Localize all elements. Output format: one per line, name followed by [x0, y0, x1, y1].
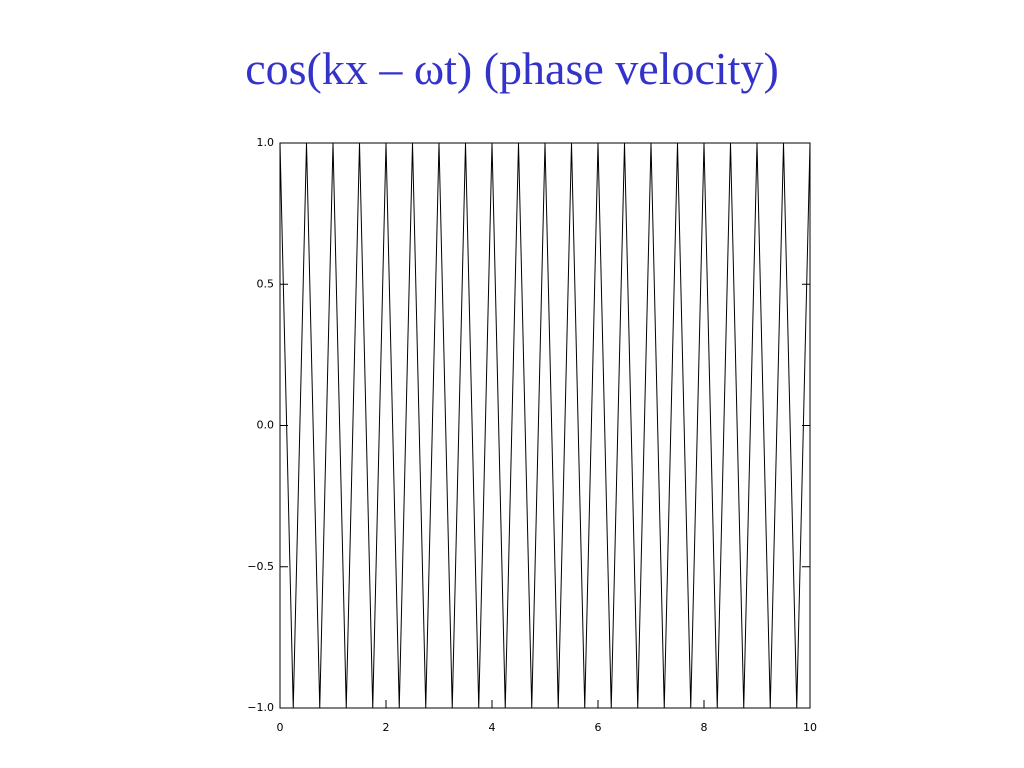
y-tick-label: −0.5	[247, 560, 274, 573]
y-tick-label: 0.0	[257, 419, 275, 432]
y-tick-label: −1.0	[247, 701, 274, 714]
y-tick-label: 1.0	[257, 136, 275, 149]
plot-frame	[279, 142, 811, 709]
x-tick-label: 0	[277, 721, 284, 734]
x-tick-label: 2	[383, 721, 390, 734]
y-tick-label: 0.5	[257, 277, 275, 290]
x-tick-label: 6	[595, 721, 602, 734]
series-line	[279, 142, 811, 709]
x-tick-label: 10	[803, 721, 817, 734]
chart-title: cos(kx – ωt) (phase velocity)	[245, 43, 779, 94]
x-tick-label: 8	[701, 721, 708, 734]
x-tick-label: 4	[489, 721, 496, 734]
